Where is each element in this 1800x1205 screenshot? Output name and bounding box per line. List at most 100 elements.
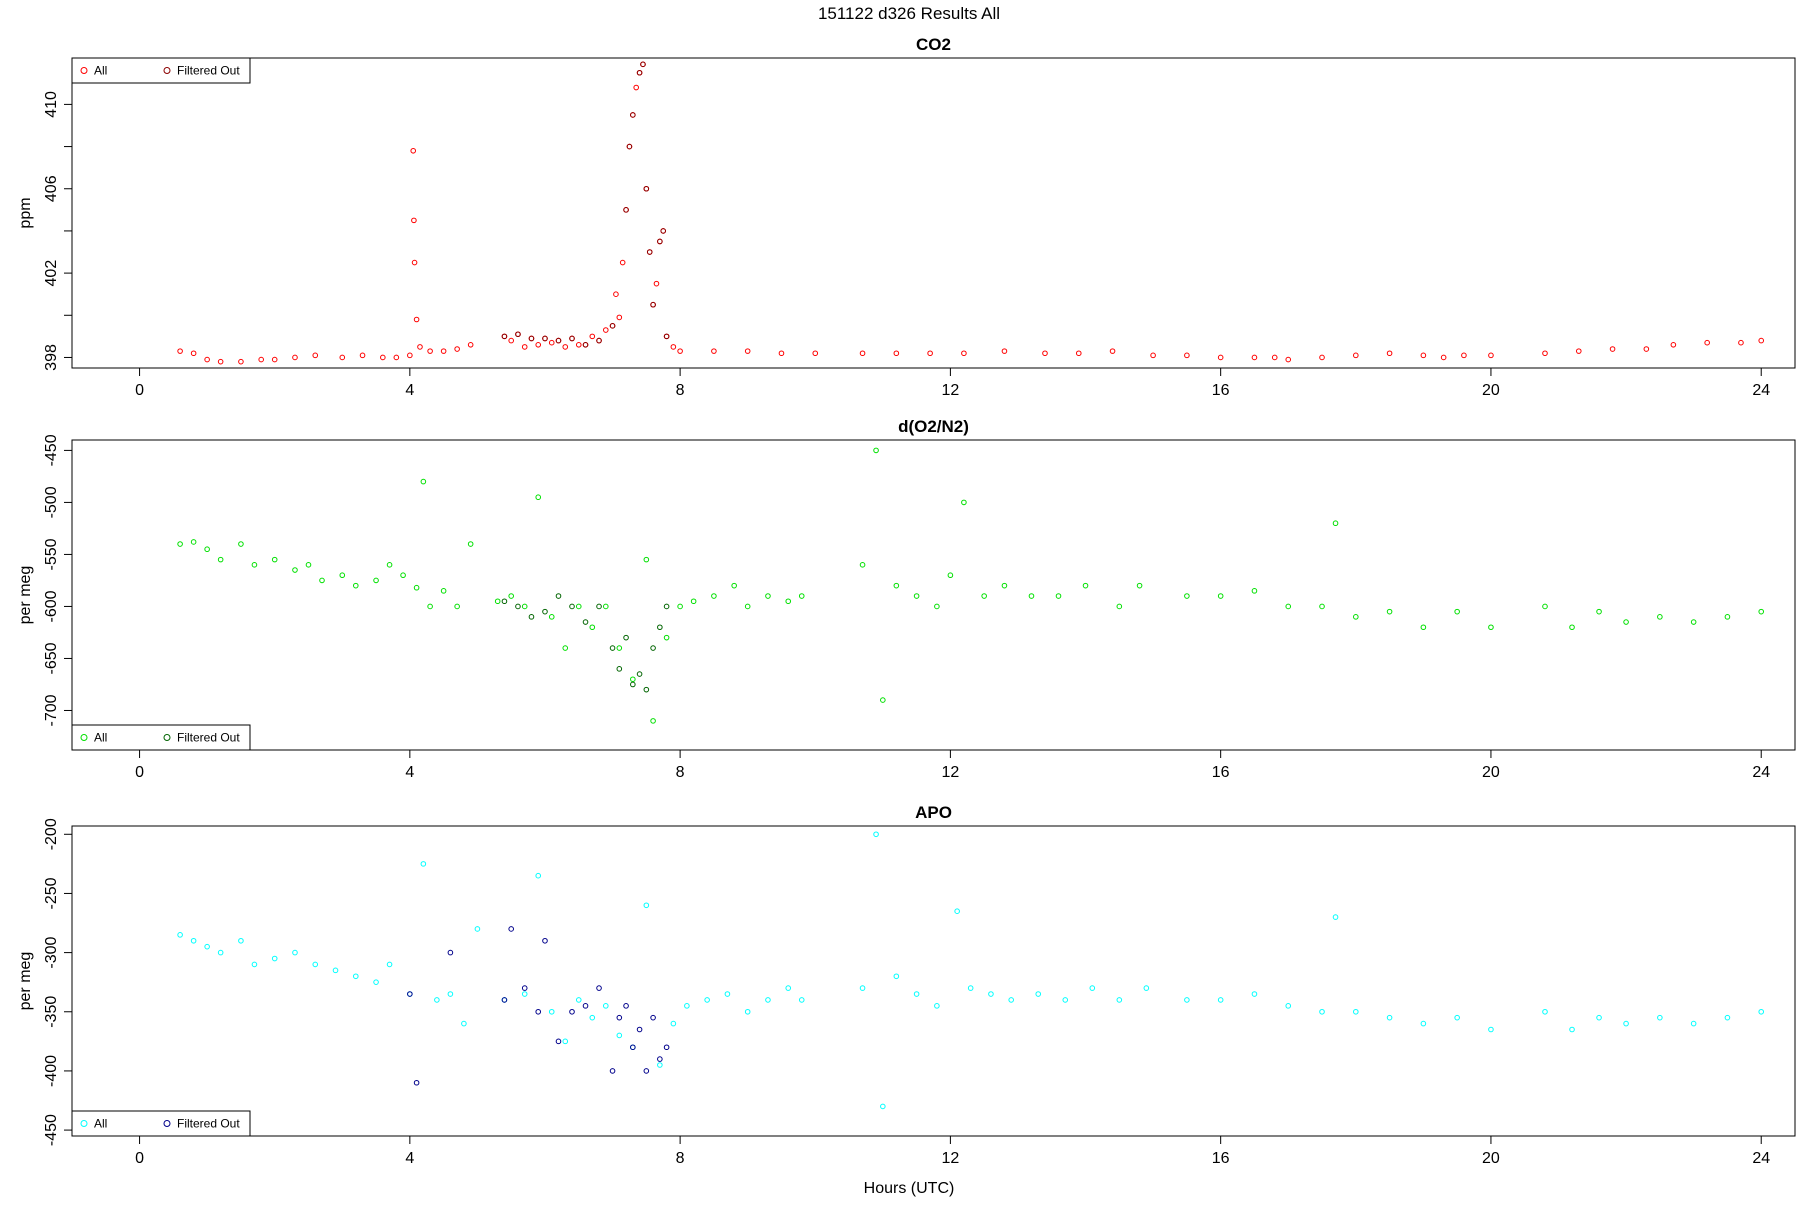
data-point-apo-all	[474, 926, 481, 932]
data-point-apo-filtered-out	[609, 1068, 616, 1074]
data-point-o2n2-all	[467, 541, 474, 547]
data-point-co2-all	[454, 346, 460, 352]
data-point-apo-filtered-out	[447, 949, 454, 956]
data-point-apo-filtered-out	[555, 1038, 562, 1045]
data-point-o2n2-all	[413, 584, 420, 591]
data-point-co2-all	[1575, 348, 1582, 354]
data-point-o2n2-all	[1542, 603, 1548, 610]
data-point-o2n2-all	[589, 624, 596, 631]
legend-label-apo-0: All	[94, 1117, 107, 1131]
data-point-apo-filtered-out	[643, 1068, 650, 1074]
data-point-o2n2-all	[677, 603, 683, 610]
data-point-o2n2-all	[1623, 619, 1629, 625]
data-point-apo-all	[785, 985, 792, 991]
data-point-apo-all	[967, 985, 974, 991]
data-point-o2n2-all	[217, 556, 224, 563]
x-tick-label-co2-8: 8	[676, 382, 685, 399]
data-point-co2-filtered-out	[660, 228, 667, 234]
data-point-o2n2-all	[1758, 608, 1765, 615]
data-point-o2n2-all	[1285, 603, 1292, 610]
data-point-co2-filtered-out	[515, 331, 521, 338]
legend-marker-co2-0	[80, 67, 88, 74]
data-point-co2-all	[238, 358, 244, 365]
data-point-apo-all	[1488, 1026, 1494, 1033]
data-point-apo-all	[562, 1038, 569, 1045]
data-point-apo-all	[1285, 1003, 1292, 1009]
data-point-apo-all	[1184, 997, 1190, 1003]
data-point-apo-filtered-out	[508, 926, 514, 932]
data-point-co2-all	[508, 337, 514, 344]
panel-apo: APO per meg 0 4 8 12 16 20 24 -200 -250 -300 -350 -40…	[17, 803, 1796, 1167]
data-point-o2n2-all	[630, 676, 636, 683]
data-point-o2n2-all	[292, 567, 298, 573]
y-axis-title-o2n2: per meg	[17, 566, 34, 625]
data-point-apo-all	[271, 955, 278, 962]
y-axis-title-apo: per meg	[17, 952, 34, 1011]
data-point-o2n2-filtered-out	[609, 645, 616, 651]
data-point-co2-all	[380, 354, 386, 361]
data-point-co2-all	[616, 314, 623, 321]
x-tick-label-apo-0: 0	[135, 1150, 144, 1167]
y-tick-label-co2-410: 410	[43, 91, 60, 118]
legend-box-co2	[71, 57, 251, 84]
data-point-o2n2-all	[1332, 520, 1339, 527]
data-point-apo-all	[1569, 1026, 1575, 1033]
data-point-co2-filtered-out	[555, 337, 562, 344]
panel-title-co2: CO2	[916, 35, 951, 54]
data-point-o2n2-filtered-out	[542, 608, 548, 615]
data-point-o2n2-filtered-out	[515, 603, 521, 610]
data-point-o2n2-all	[1217, 593, 1224, 599]
data-point-co2-all	[1150, 352, 1156, 359]
data-point-o2n2-all	[765, 593, 771, 599]
data-point-apo-filtered-out	[630, 1044, 636, 1051]
data-point-co2-all	[1386, 350, 1393, 357]
data-point-apo-all	[386, 961, 393, 968]
y-tick-label-apo--450: -450	[43, 1114, 60, 1146]
legend-marker-apo-1	[163, 1120, 171, 1127]
x-tick-label-co2-0: 0	[135, 382, 144, 399]
legend-label-co2-0: All	[94, 64, 107, 78]
data-point-o2n2-all	[251, 562, 258, 568]
data-point-apo-all	[880, 1103, 886, 1110]
x-tick-label-apo-4: 4	[405, 1150, 414, 1167]
data-point-co2-all	[204, 356, 210, 363]
data-point-apo-all	[420, 861, 427, 867]
series-apo-all	[177, 831, 1765, 1110]
legend-box-o2n2	[71, 724, 251, 751]
data-point-co2-all	[548, 339, 555, 346]
data-point-apo-all	[744, 1008, 751, 1015]
data-point-apo-all	[1542, 1008, 1548, 1015]
data-point-apo-filtered-out	[413, 1079, 420, 1086]
data-point-apo-all	[1089, 985, 1096, 991]
data-point-o2n2-filtered-out	[596, 603, 602, 610]
data-point-co2-all	[1461, 352, 1467, 359]
data-point-co2-all	[1075, 350, 1082, 357]
data-point-co2-all	[1738, 339, 1744, 346]
data-point-co2-all	[1184, 352, 1190, 359]
data-point-o2n2-all	[319, 577, 325, 584]
data-point-o2n2-all	[913, 593, 920, 599]
panel-o2n2: d(O2/N2) per meg 0 4 8 12 16 20 24 -450 -500 -550 -6…	[17, 417, 1796, 781]
data-point-co2-all	[217, 358, 224, 365]
data-point-apo-filtered-out	[582, 1003, 589, 1009]
data-point-o2n2-all	[690, 598, 697, 605]
data-point-o2n2-all	[339, 572, 346, 579]
data-point-co2-all	[417, 344, 423, 350]
data-point-apo-all	[1724, 1014, 1731, 1021]
y-tick-label-apo--400: -400	[43, 1055, 60, 1087]
data-point-co2-all	[190, 350, 197, 357]
data-point-apo-filtered-out	[657, 1056, 663, 1062]
x-axis-title: Hours (UTC)	[864, 1180, 955, 1197]
data-point-co2-all	[271, 356, 278, 363]
data-point-co2-filtered-out	[657, 238, 663, 245]
data-point-apo-all	[1758, 1008, 1765, 1015]
data-point-co2-all	[1285, 356, 1292, 363]
data-point-co2-all	[411, 217, 417, 224]
data-point-co2-all	[1353, 352, 1359, 359]
data-point-co2-all	[292, 354, 298, 361]
data-point-apo-all	[204, 943, 210, 950]
y-tick-label-apo--200: -200	[43, 818, 60, 850]
data-point-apo-all	[1596, 1014, 1602, 1021]
y-tick-label-o2n2--600: -600	[43, 590, 60, 622]
legend-co2: All Filtered Out	[71, 57, 251, 84]
